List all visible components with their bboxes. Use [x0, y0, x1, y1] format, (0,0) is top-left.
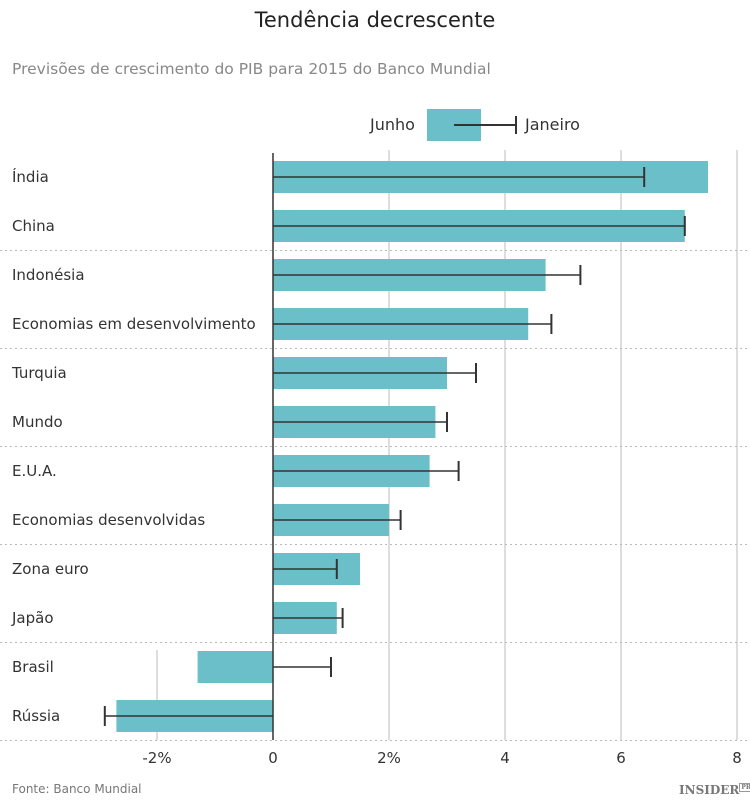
category-label: Economias desenvolvidas [12, 511, 205, 529]
category-label: Zona euro [12, 560, 89, 578]
category-label: Economias em desenvolvimento [12, 315, 256, 333]
category-label: E.U.A. [12, 462, 57, 480]
bar-junho [197, 651, 273, 683]
x-tick-label: 4 [500, 749, 510, 767]
category-label: Japão [11, 609, 54, 627]
chart-title: Tendência decrescente [254, 8, 496, 32]
legend-label-junho: Junho [370, 115, 415, 134]
x-tick-label: 0 [268, 749, 278, 767]
x-tick-label: -2% [142, 749, 171, 767]
x-tick-label: 6 [616, 749, 626, 767]
category-label: Turquia [11, 364, 67, 382]
category-label: Mundo [12, 413, 63, 431]
category-label: Rússia [12, 707, 60, 725]
legend-label-janeiro: Janeiro [525, 115, 580, 134]
logo: INSIDERPRO [679, 783, 750, 797]
category-label: Índia [12, 167, 49, 186]
chart-subtitle: Previsões de crescimento do PIB para 201… [12, 60, 491, 78]
category-label: Brasil [12, 658, 54, 676]
category-label: Indonésia [12, 266, 85, 284]
x-tick-label: 8 [732, 749, 742, 767]
x-tick-label: 2% [377, 749, 401, 767]
source-note: Fonte: Banco Mundial [12, 782, 142, 796]
category-label: China [12, 217, 55, 235]
